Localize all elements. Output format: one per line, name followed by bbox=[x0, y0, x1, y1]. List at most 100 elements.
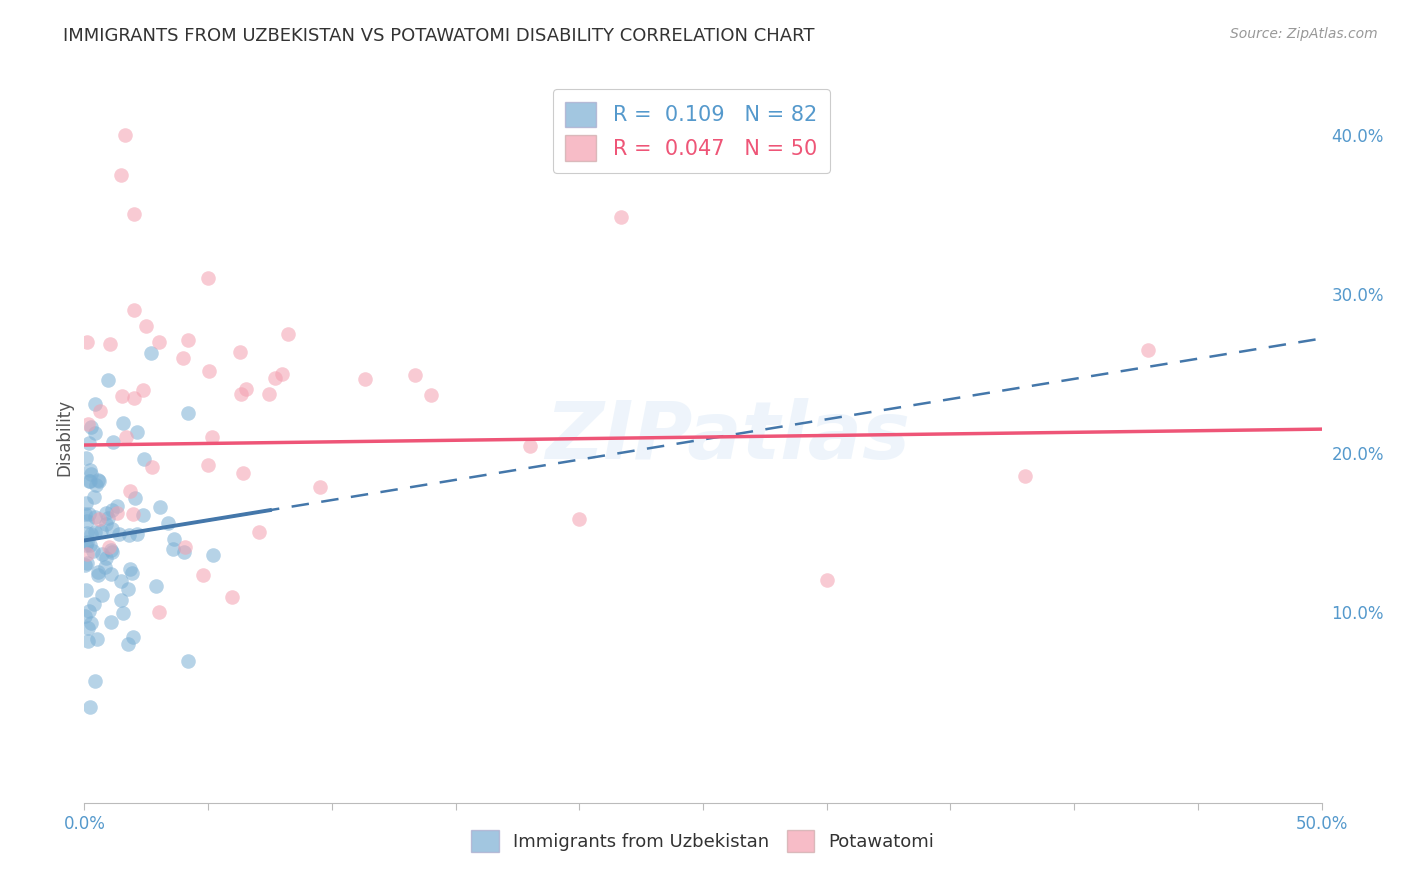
Point bbox=[191, 568, 214, 582]
Point bbox=[79, 475, 101, 489]
Point bbox=[100, 542, 122, 557]
Point bbox=[75, 451, 97, 466]
Point bbox=[76, 535, 98, 549]
Point bbox=[87, 566, 110, 580]
Point bbox=[117, 582, 139, 597]
Point bbox=[111, 388, 134, 402]
Legend: Immigrants from Uzbekistan, Potawatomi: Immigrants from Uzbekistan, Potawatomi bbox=[464, 823, 942, 860]
Point bbox=[1137, 343, 1160, 357]
Point bbox=[247, 525, 270, 540]
Point bbox=[141, 346, 163, 360]
Point bbox=[127, 527, 149, 541]
Point bbox=[122, 630, 145, 644]
Point bbox=[107, 527, 129, 541]
Point bbox=[77, 621, 100, 635]
Point bbox=[77, 604, 100, 618]
Point bbox=[76, 547, 98, 561]
Point bbox=[148, 605, 170, 619]
Point bbox=[93, 560, 115, 574]
Point bbox=[148, 334, 170, 349]
Point bbox=[156, 516, 179, 530]
Point bbox=[271, 368, 294, 382]
Point bbox=[97, 373, 120, 387]
Point bbox=[79, 463, 101, 477]
Point bbox=[96, 517, 118, 532]
Point bbox=[120, 483, 142, 498]
Point bbox=[77, 634, 100, 648]
Point bbox=[117, 637, 139, 651]
Point bbox=[1014, 468, 1036, 483]
Point bbox=[122, 207, 145, 221]
Point bbox=[76, 556, 98, 570]
Point bbox=[145, 579, 167, 593]
Point bbox=[83, 425, 105, 440]
Point bbox=[87, 475, 110, 489]
Point bbox=[87, 511, 110, 525]
Point bbox=[162, 542, 184, 557]
Point bbox=[125, 425, 148, 439]
Text: ZIPatlas: ZIPatlas bbox=[546, 398, 910, 476]
Point bbox=[609, 211, 631, 225]
Point bbox=[84, 477, 107, 491]
Point bbox=[132, 508, 155, 522]
Point bbox=[124, 491, 146, 506]
Point bbox=[118, 562, 141, 576]
Point bbox=[76, 334, 98, 349]
Point bbox=[105, 506, 128, 520]
Y-axis label: Disability: Disability bbox=[55, 399, 73, 475]
Point bbox=[110, 574, 132, 588]
Point bbox=[86, 632, 108, 646]
Point bbox=[83, 490, 105, 504]
Point bbox=[112, 416, 135, 430]
Point bbox=[82, 543, 104, 558]
Point bbox=[114, 128, 136, 142]
Point bbox=[91, 588, 114, 602]
Point bbox=[94, 507, 117, 521]
Point bbox=[229, 387, 252, 401]
Point bbox=[263, 370, 285, 384]
Point bbox=[96, 551, 118, 566]
Point bbox=[177, 333, 200, 347]
Point bbox=[103, 435, 125, 450]
Point bbox=[98, 540, 121, 554]
Point bbox=[83, 673, 105, 688]
Point bbox=[79, 435, 101, 450]
Point bbox=[232, 466, 254, 480]
Point bbox=[519, 439, 541, 453]
Point bbox=[97, 511, 120, 525]
Point bbox=[135, 318, 157, 333]
Text: IMMIGRANTS FROM UZBEKISTAN VS POTAWATOMI DISABILITY CORRELATION CHART: IMMIGRANTS FROM UZBEKISTAN VS POTAWATOMI… bbox=[63, 27, 814, 45]
Point bbox=[80, 467, 103, 481]
Point bbox=[79, 538, 101, 552]
Point bbox=[84, 525, 107, 540]
Point bbox=[73, 609, 96, 624]
Point bbox=[115, 430, 138, 444]
Point bbox=[87, 568, 110, 582]
Point bbox=[354, 372, 377, 386]
Point bbox=[308, 480, 330, 494]
Point bbox=[173, 545, 195, 559]
Point bbox=[259, 386, 281, 401]
Point bbox=[89, 403, 111, 417]
Point bbox=[277, 327, 299, 342]
Point bbox=[122, 507, 145, 521]
Point bbox=[121, 566, 143, 580]
Point bbox=[177, 654, 200, 668]
Point bbox=[122, 392, 145, 406]
Point bbox=[221, 590, 243, 604]
Point bbox=[76, 514, 98, 528]
Point bbox=[229, 345, 252, 359]
Point bbox=[118, 528, 141, 542]
Point bbox=[79, 700, 101, 714]
Point bbox=[235, 383, 257, 397]
Point bbox=[100, 337, 122, 351]
Point bbox=[80, 615, 103, 630]
Point bbox=[84, 510, 107, 524]
Point bbox=[172, 351, 194, 365]
Point bbox=[149, 500, 172, 514]
Point bbox=[122, 302, 145, 317]
Point bbox=[76, 525, 98, 540]
Point bbox=[83, 597, 105, 611]
Point bbox=[112, 606, 135, 620]
Point bbox=[80, 420, 103, 434]
